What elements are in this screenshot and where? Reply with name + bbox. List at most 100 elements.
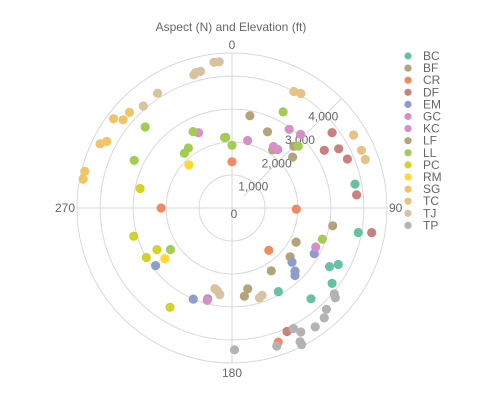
series-lf <box>262 127 273 137</box>
data-point <box>306 294 316 304</box>
data-point <box>80 166 90 176</box>
data-point <box>293 141 303 151</box>
data-point <box>135 183 145 194</box>
legend-item-sg: SG <box>404 182 440 196</box>
legend-item-tj: TJ <box>404 206 436 220</box>
data-point <box>165 302 175 312</box>
data-point <box>266 266 276 276</box>
data-point <box>291 204 301 214</box>
legend-label: PC <box>423 158 440 172</box>
series-ll <box>129 107 327 255</box>
legend-marker <box>404 76 412 84</box>
data-point <box>129 231 139 241</box>
legend-label: KC <box>423 122 440 136</box>
data-points <box>78 57 377 355</box>
legend-label: BF <box>423 61 438 75</box>
data-point <box>290 270 300 281</box>
series-sg <box>78 107 135 184</box>
data-point <box>229 345 240 355</box>
legend-label: SG <box>423 182 440 196</box>
data-point <box>321 304 332 314</box>
data-point <box>243 284 253 294</box>
series-kc <box>193 124 294 152</box>
data-point <box>319 313 329 323</box>
data-point <box>264 245 274 255</box>
data-point <box>165 244 176 255</box>
data-point <box>330 293 340 303</box>
data-point <box>353 227 363 238</box>
legend-marker <box>404 173 412 181</box>
series-tj <box>138 57 267 303</box>
data-point <box>183 143 193 153</box>
data-point <box>227 140 237 150</box>
data-point <box>108 114 119 124</box>
data-point <box>350 179 360 189</box>
legend-label: CR <box>423 73 441 87</box>
data-point <box>310 322 320 332</box>
data-point <box>333 259 343 270</box>
data-point <box>152 88 163 98</box>
data-point <box>367 228 377 238</box>
legend-marker <box>404 209 412 217</box>
legend-marker <box>404 52 412 60</box>
angular-tick-label: 0 <box>229 38 236 52</box>
data-point <box>140 122 150 132</box>
legend-label: LF <box>423 134 437 148</box>
data-point <box>319 145 329 155</box>
data-point <box>317 234 327 244</box>
data-point <box>184 160 194 170</box>
data-point <box>352 190 362 200</box>
data-point <box>188 127 198 137</box>
data-point <box>296 327 306 337</box>
legend-item-tp: TP <box>404 218 438 232</box>
legend-label: BC <box>423 49 440 63</box>
series-tp <box>229 289 340 355</box>
series-cr <box>156 157 301 347</box>
data-point <box>141 252 151 263</box>
data-point <box>334 144 344 154</box>
series-tc <box>289 86 370 165</box>
legend-marker <box>404 88 412 96</box>
legend-item-kc: KC <box>404 122 440 136</box>
series-rm <box>160 160 194 264</box>
data-point <box>156 203 166 213</box>
data-point <box>214 57 224 67</box>
data-point <box>221 132 231 142</box>
data-point <box>287 257 297 267</box>
data-point <box>239 291 249 301</box>
angular-tick-label: 90 <box>389 201 403 215</box>
data-point <box>356 145 367 155</box>
data-point <box>349 130 359 140</box>
legend-label: TP <box>423 218 438 232</box>
legend-item-rm: RM <box>404 170 442 184</box>
legend-label: TC <box>423 194 439 208</box>
legend-marker <box>404 112 412 121</box>
radial-tick-label: 4,000 <box>308 110 338 124</box>
series-bc <box>273 179 363 304</box>
legend-label: LL <box>423 146 437 160</box>
data-point <box>288 152 298 162</box>
legend-marker <box>404 137 412 145</box>
data-point <box>202 295 212 305</box>
data-point <box>278 107 288 117</box>
radial-tick-label: 2,000 <box>262 156 292 170</box>
data-point <box>268 141 279 152</box>
data-point <box>124 107 135 117</box>
legend-item-gc: GC <box>404 110 441 124</box>
angular-tick-label: 270 <box>55 201 75 215</box>
legend-item-pc: PC <box>404 158 440 172</box>
legend-item-ll: LL <box>404 146 437 160</box>
legend-marker <box>404 185 412 193</box>
data-point <box>129 155 139 165</box>
legend-label: DF <box>423 85 439 99</box>
data-point <box>152 245 162 255</box>
legend-item-lf: LF <box>404 134 437 148</box>
data-point <box>288 323 298 334</box>
data-point <box>296 129 306 139</box>
data-point <box>195 66 206 76</box>
data-point <box>273 287 283 297</box>
series-pc <box>129 183 175 312</box>
legend-item-bc: BC <box>404 49 440 63</box>
